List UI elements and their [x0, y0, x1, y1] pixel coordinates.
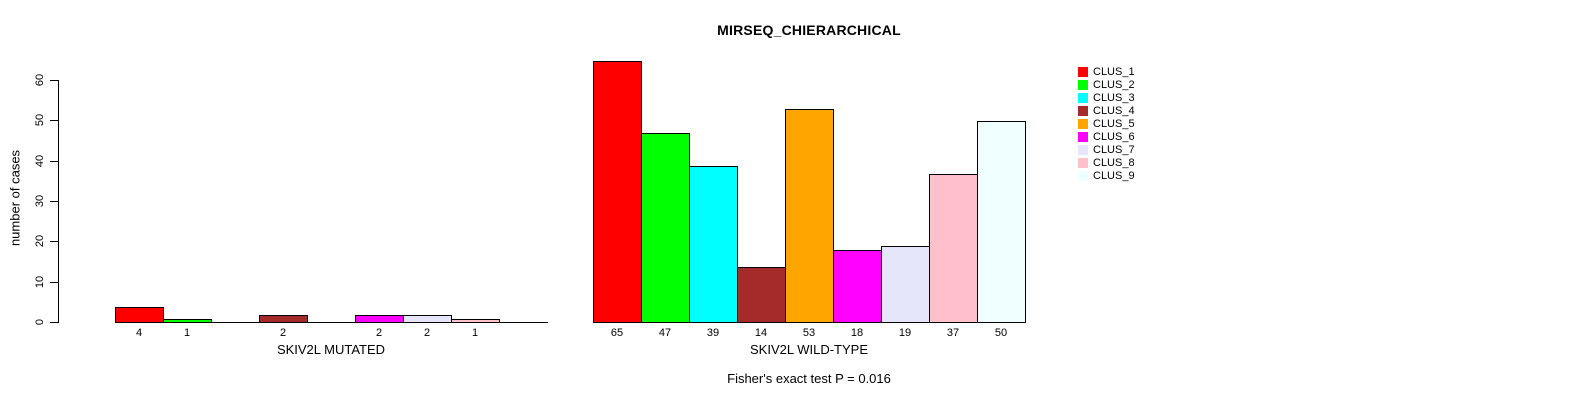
- bar-CLUS_8: [929, 173, 978, 323]
- legend-swatch-CLUS_7: [1078, 144, 1088, 155]
- bar-CLUS_1: [115, 306, 164, 323]
- bar-value-label: 2: [375, 327, 383, 339]
- legend-item-CLUS_2: CLUS_2: [1078, 78, 1135, 91]
- bar-CLUS_4: [259, 314, 308, 323]
- legend-swatch-CLUS_3: [1078, 92, 1088, 103]
- y-axis-tick: [50, 281, 58, 283]
- y-axis-tick: [50, 160, 58, 162]
- legend-item-CLUS_6: CLUS_6: [1078, 130, 1135, 143]
- x-axis-title: SKIV2L MUTATED: [276, 342, 386, 357]
- bar-CLUS_7: [881, 246, 930, 323]
- bar-CLUS_3-zero: [211, 322, 260, 323]
- legend-label: CLUS_8: [1093, 156, 1135, 169]
- y-axis-tick: [50, 322, 58, 323]
- bar-value-label: 37: [946, 327, 960, 339]
- x-axis-title: SKIV2L WILD-TYPE: [750, 342, 868, 357]
- bar-value-label: 53: [802, 327, 816, 339]
- legend-item-CLUS_7: CLUS_7: [1078, 143, 1135, 156]
- bar-value-label: 14: [754, 327, 768, 339]
- bar-value-label: 18: [850, 327, 864, 339]
- y-axis-tick-label: 60: [34, 73, 46, 87]
- legend-item-CLUS_8: CLUS_8: [1078, 156, 1135, 169]
- bar-CLUS_4: [737, 266, 786, 323]
- bar-CLUS_2: [163, 318, 212, 323]
- bar-CLUS_9-zero: [499, 322, 548, 323]
- bar-value-label: 1: [183, 327, 191, 339]
- bar-CLUS_5: [785, 109, 834, 323]
- legend-item-CLUS_1: CLUS_1: [1078, 65, 1135, 78]
- legend-swatch-CLUS_6: [1078, 131, 1088, 142]
- bar-CLUS_5-zero: [307, 322, 356, 323]
- bar-value-label: 39: [706, 327, 720, 339]
- bar-CLUS_6: [833, 250, 882, 323]
- y-axis-tick-label: 10: [34, 275, 46, 288]
- y-axis-line: [58, 80, 59, 323]
- bar-CLUS_2: [641, 133, 690, 323]
- fisher-test-annotation: Fisher's exact test P = 0.016: [727, 371, 891, 386]
- legend-swatch-CLUS_4: [1078, 105, 1088, 116]
- y-axis-tick: [50, 120, 58, 122]
- legend-label: CLUS_1: [1093, 65, 1135, 78]
- legend-item-CLUS_3: CLUS_3: [1078, 91, 1135, 104]
- legend-label: CLUS_7: [1093, 143, 1135, 156]
- legend-label: CLUS_9: [1093, 169, 1135, 182]
- bar-value-label: 4: [135, 327, 143, 339]
- bar-value-label: 1: [471, 327, 479, 339]
- y-axis-tick-label: 20: [34, 235, 46, 248]
- legend-label: CLUS_2: [1093, 78, 1135, 91]
- legend-item-CLUS_4: CLUS_4: [1078, 104, 1135, 117]
- y-axis-title: number of cases: [7, 149, 23, 247]
- bar-value-label: 50: [994, 327, 1008, 339]
- y-axis-tick-label: 50: [34, 114, 46, 127]
- legend-item-CLUS_5: CLUS_5: [1078, 117, 1135, 130]
- bar-value-label: 2: [423, 327, 431, 339]
- bar-value-label: 19: [898, 327, 912, 339]
- legend-swatch-CLUS_5: [1078, 118, 1088, 129]
- bar-value-label: 2: [279, 327, 287, 339]
- legend-label: CLUS_4: [1093, 104, 1135, 117]
- y-axis-tick: [50, 241, 58, 243]
- legend-label: CLUS_3: [1093, 91, 1135, 104]
- bar-value-label: 47: [658, 327, 672, 339]
- y-axis-tick-label: 40: [34, 154, 46, 167]
- bar-value-label: 65: [610, 327, 624, 339]
- legend-swatch-CLUS_9: [1078, 170, 1088, 181]
- y-axis-tick: [50, 201, 58, 202]
- bar-CLUS_1: [593, 60, 642, 323]
- y-axis-tick-label: 30: [34, 194, 46, 208]
- y-axis-tick: [50, 80, 58, 81]
- bar-CLUS_6: [355, 314, 404, 323]
- bar-CLUS_8: [451, 318, 500, 323]
- y-axis-tick-label: 0: [34, 318, 46, 326]
- legend-swatch-CLUS_1: [1078, 66, 1088, 77]
- legend-swatch-CLUS_8: [1078, 157, 1088, 168]
- legend-swatch-CLUS_2: [1078, 79, 1088, 90]
- bar-CLUS_9: [977, 121, 1026, 323]
- bar-CLUS_7: [403, 314, 452, 323]
- bar-CLUS_3: [689, 165, 738, 323]
- legend-item-CLUS_9: CLUS_9: [1078, 169, 1135, 182]
- legend-label: CLUS_6: [1093, 130, 1135, 143]
- chart-title: MIRSEQ_CHIERARCHICAL: [717, 22, 901, 38]
- legend-label: CLUS_5: [1093, 117, 1135, 130]
